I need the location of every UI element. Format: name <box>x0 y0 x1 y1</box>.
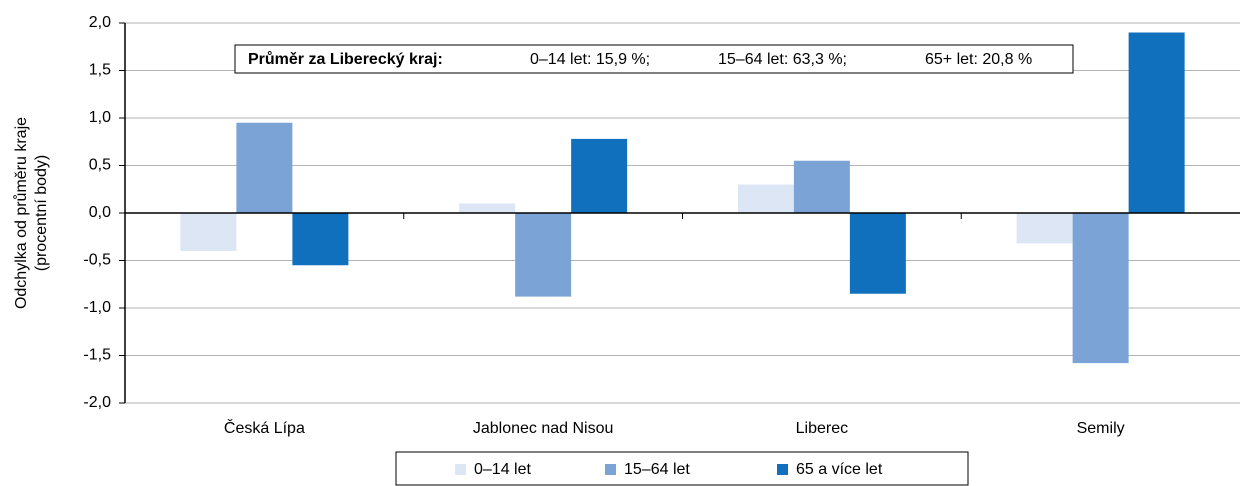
bar <box>515 213 572 297</box>
x-tick-label: Česká Lípa <box>224 418 305 437</box>
annotation-title: Průměr za Liberecký kraj: <box>248 51 443 68</box>
legend-swatch <box>777 464 788 475</box>
bar <box>793 160 850 213</box>
y-tick-label: 1,5 <box>89 62 111 79</box>
annotation-item: 15–64 let: 63,3 %; <box>718 51 847 68</box>
bar <box>571 138 628 213</box>
x-tick-label: Liberec <box>796 420 848 437</box>
y-tick-label: -0,5 <box>83 252 111 269</box>
y-tick-label: 0,0 <box>89 204 111 221</box>
y-tick-label: -1,0 <box>83 299 111 316</box>
bar <box>849 213 906 294</box>
y-tick-label: 2,0 <box>89 14 111 31</box>
bar <box>1072 213 1129 364</box>
legend-label: 0–14 let <box>474 461 531 478</box>
x-tick-label: Jablonec nad Nisou <box>473 420 614 437</box>
annotation-item: 65+ let: 20,8 % <box>925 51 1032 68</box>
bar <box>292 213 349 266</box>
bar <box>459 203 516 213</box>
bar <box>737 184 794 213</box>
y-tick-label: -1,5 <box>83 347 111 364</box>
bar <box>1128 32 1185 213</box>
annotation-box <box>234 44 1074 74</box>
y-axis-label: (procentní body) <box>33 155 50 272</box>
y-tick-label: 1,0 <box>89 109 111 126</box>
annotation-item: 0–14 let: 15,9 %; <box>530 51 650 68</box>
y-axis-label: Odchylka od průměru kraje <box>12 117 30 309</box>
legend-box <box>395 451 969 486</box>
legend-swatch <box>605 464 616 475</box>
legend-label: 65 a více let <box>796 461 883 478</box>
legend-swatch <box>455 464 466 475</box>
bar <box>236 122 293 213</box>
bar <box>180 213 237 251</box>
legend-label: 15–64 let <box>624 461 690 478</box>
y-tick-label: 0,5 <box>89 157 111 174</box>
x-tick-label: Semily <box>1077 420 1125 437</box>
y-tick-label: -2,0 <box>83 394 111 411</box>
bar <box>1016 213 1073 244</box>
